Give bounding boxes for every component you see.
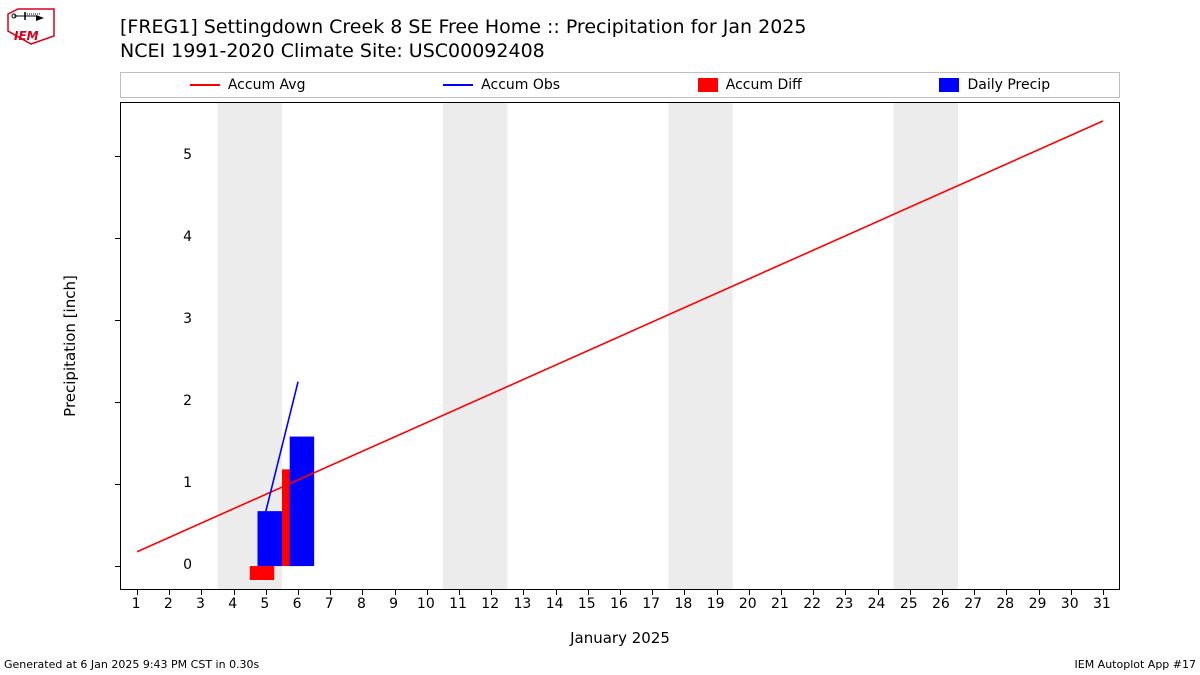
ytick-label: 0: [183, 557, 192, 573]
xtick-label: 14: [546, 596, 564, 612]
title-line-2: NCEI 1991-2020 Climate Site: USC00092408: [120, 40, 806, 64]
ytick-label: 1: [183, 475, 192, 491]
legend-accum-obs: Accum Obs: [443, 77, 560, 93]
xtick-label: 21: [771, 596, 789, 612]
xtick-label: 20: [739, 596, 757, 612]
xtick-label: 25: [900, 596, 918, 612]
xtick: [974, 589, 975, 595]
xtick-label: 19: [707, 596, 725, 612]
xtick-label: 6: [293, 596, 302, 612]
xtick: [1103, 589, 1104, 595]
xtick: [1071, 589, 1072, 595]
xtick: [459, 589, 460, 595]
xtick-label: 12: [481, 596, 499, 612]
xtick: [588, 589, 589, 595]
xtick: [298, 589, 299, 595]
xtick: [845, 589, 846, 595]
xtick-label: 3: [196, 596, 205, 612]
xtick-label: 31: [1093, 596, 1111, 612]
xtick: [362, 589, 363, 595]
xtick-label: 5: [260, 596, 269, 612]
xtick: [652, 589, 653, 595]
legend-daily-precip: Daily Precip: [939, 77, 1050, 93]
xtick-label: 26: [932, 596, 950, 612]
xtick: [749, 589, 750, 595]
legend-label: Accum Avg: [228, 77, 306, 93]
ytick: [115, 320, 121, 321]
xtick: [781, 589, 782, 595]
legend-accum-avg: Accum Avg: [190, 77, 306, 93]
xtick: [234, 589, 235, 595]
xtick-label: 18: [674, 596, 692, 612]
xtick: [491, 589, 492, 595]
xtick-label: 10: [417, 596, 435, 612]
xtick: [330, 589, 331, 595]
xtick: [910, 589, 911, 595]
ytick: [115, 156, 121, 157]
ytick: [115, 402, 121, 403]
title-line-1: [FREG1] Settingdown Creek 8 SE Free Home…: [120, 16, 806, 40]
xtick-label: 29: [1029, 596, 1047, 612]
legend-label: Daily Precip: [967, 77, 1050, 93]
xtick: [556, 589, 557, 595]
xtick-label: 23: [835, 596, 853, 612]
xtick-label: 1: [132, 596, 141, 612]
xtick: [427, 589, 428, 595]
xtick: [942, 589, 943, 595]
xtick-label: 9: [389, 596, 398, 612]
legend-accum-diff: Accum Diff: [698, 77, 802, 93]
xtick: [620, 589, 621, 595]
ytick-label: 3: [183, 311, 192, 327]
xtick: [813, 589, 814, 595]
ytick: [115, 484, 121, 485]
xtick: [1039, 589, 1040, 595]
xtick-label: 27: [964, 596, 982, 612]
xtick-label: 11: [449, 596, 467, 612]
xtick-label: 13: [513, 596, 531, 612]
xtick: [684, 589, 685, 595]
xtick: [1006, 589, 1007, 595]
ytick-label: 5: [183, 147, 192, 163]
xtick: [201, 589, 202, 595]
xtick: [169, 589, 170, 595]
xtick-label: 24: [868, 596, 886, 612]
y-axis-label: Precipitation [inch]: [61, 275, 79, 417]
xtick-label: 30: [1061, 596, 1079, 612]
footer-app: IEM Autoplot App #17: [1075, 658, 1197, 671]
xtick-label: 4: [228, 596, 237, 612]
xtick-label: 8: [357, 596, 366, 612]
ytick-label: 4: [183, 229, 192, 245]
xtick: [137, 589, 138, 595]
xtick-label: 15: [578, 596, 596, 612]
footer-generated: Generated at 6 Jan 2025 9:43 PM CST in 0…: [4, 658, 259, 671]
svg-text:IEM: IEM: [14, 29, 39, 43]
xtick-label: 17: [642, 596, 660, 612]
legend-label: Accum Obs: [481, 77, 560, 93]
xtick: [395, 589, 396, 595]
legend-label: Accum Diff: [726, 77, 802, 93]
xtick: [717, 589, 718, 595]
ytick: [115, 566, 121, 567]
chart-title: [FREG1] Settingdown Creek 8 SE Free Home…: [120, 16, 806, 64]
xtick-label: 7: [325, 596, 334, 612]
xtick-label: 28: [996, 596, 1014, 612]
iem-logo: IEM: [6, 6, 56, 46]
ytick-label: 2: [183, 393, 192, 409]
lines-layer: [121, 103, 1119, 589]
xtick-label: 2: [164, 596, 173, 612]
ytick: [115, 238, 121, 239]
xtick: [266, 589, 267, 595]
xtick-label: 16: [610, 596, 628, 612]
legend: Accum Avg Accum Obs Accum Diff Daily Pre…: [120, 72, 1120, 98]
chart-plot-area: [120, 102, 1120, 590]
xtick: [878, 589, 879, 595]
xtick: [523, 589, 524, 595]
x-axis-label: January 2025: [570, 629, 670, 647]
xtick-label: 22: [803, 596, 821, 612]
